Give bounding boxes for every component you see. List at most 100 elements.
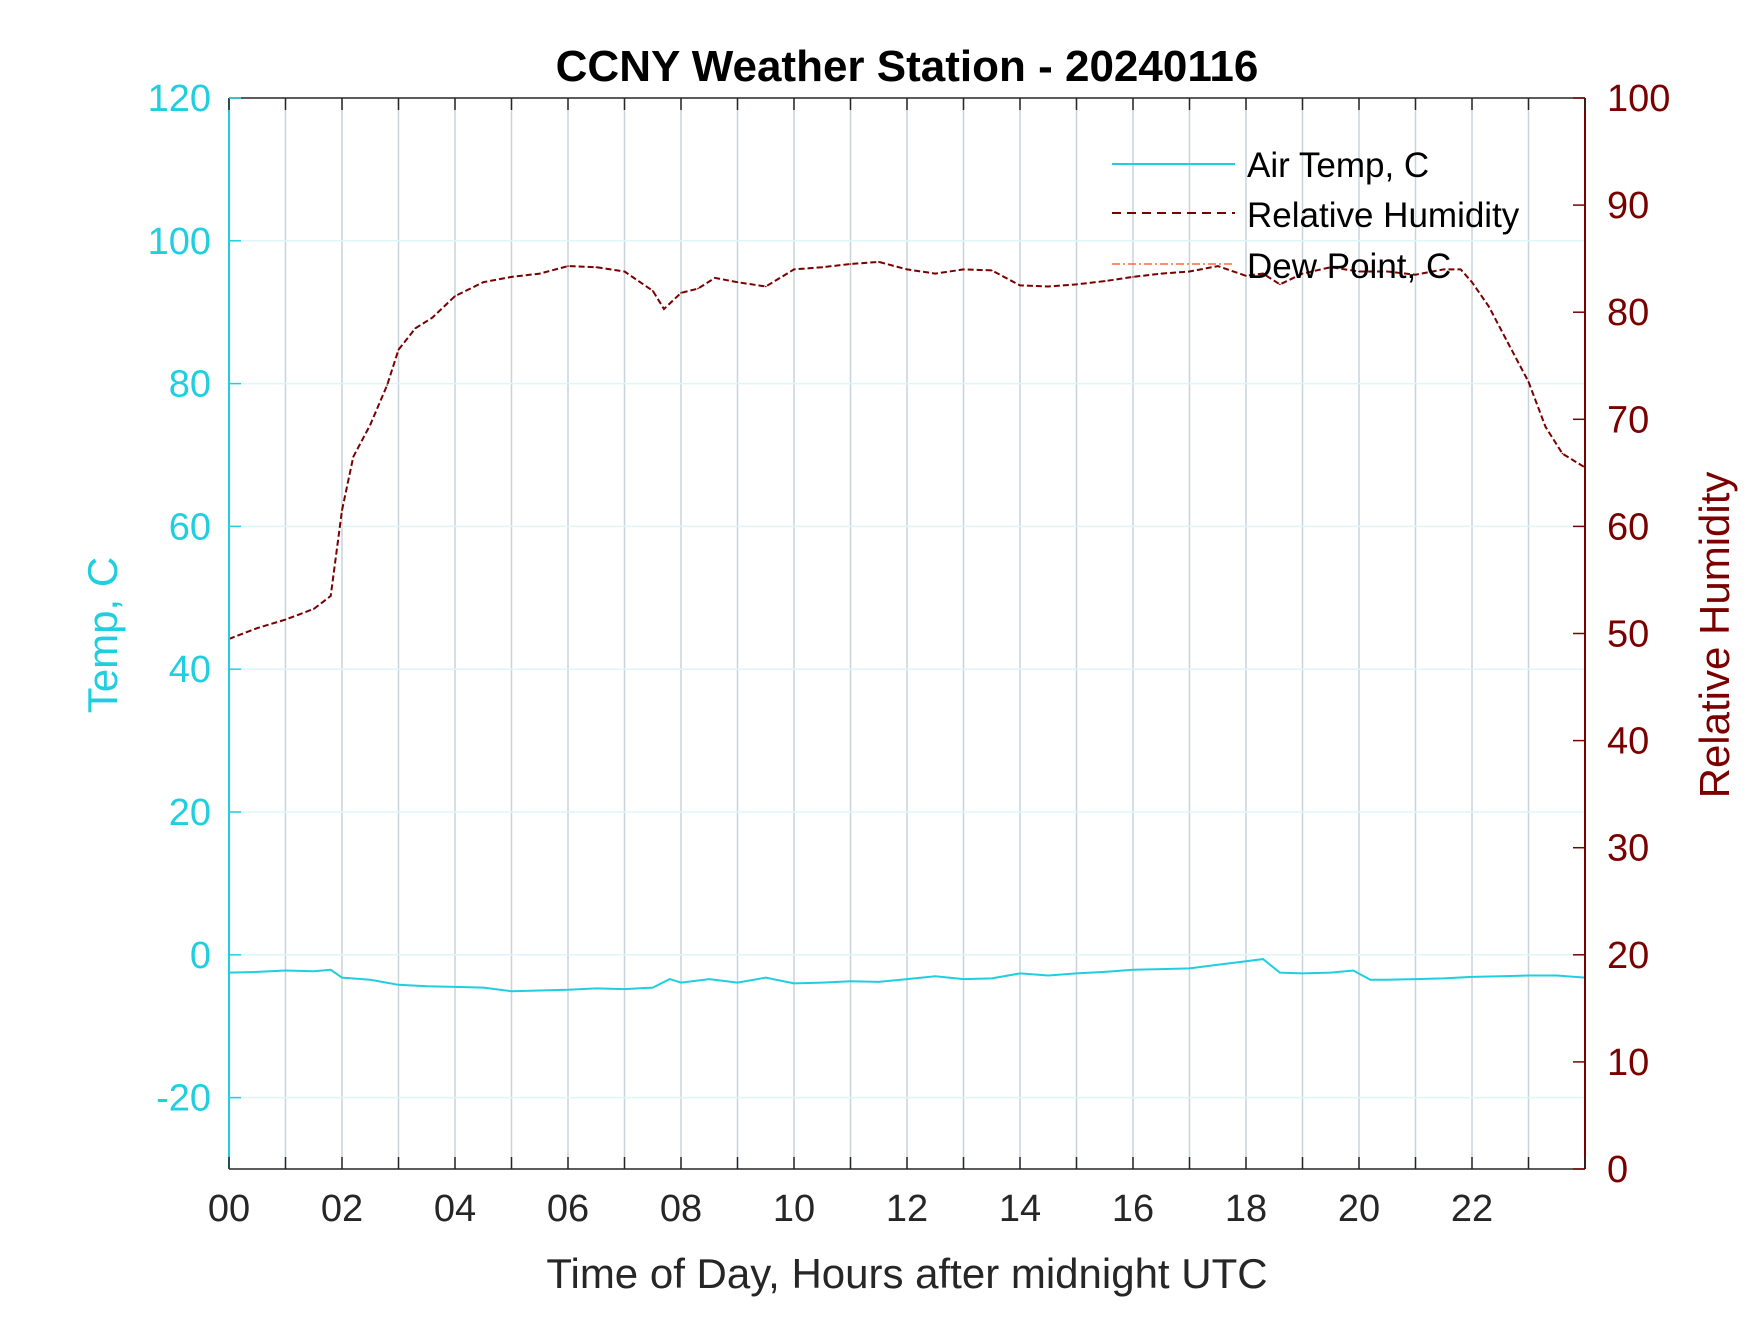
x-tick-label: 00	[208, 1188, 250, 1230]
y-right-tick-label: 40	[1607, 721, 1649, 763]
data-point	[736, 981, 739, 984]
data-point	[386, 384, 389, 386]
data-point	[652, 290, 654, 292]
data-point	[878, 981, 880, 983]
data-point	[1188, 270, 1191, 273]
data-point	[680, 292, 682, 294]
data-point	[1104, 280, 1106, 282]
data-point	[256, 971, 259, 973]
data-point	[1358, 270, 1360, 273]
data-point	[962, 268, 965, 271]
data-point	[369, 423, 372, 426]
data-point	[991, 269, 993, 272]
data-point	[397, 348, 400, 351]
data-point	[652, 986, 654, 989]
y-left-tick-label: 60	[169, 506, 211, 548]
data-point	[482, 986, 485, 989]
data-point	[1386, 979, 1389, 981]
data-point	[1488, 306, 1490, 308]
y-axis-right-label: Relative Humidity	[1691, 472, 1738, 799]
y-axis-left-label: Temp, C	[79, 557, 126, 713]
legend-label-relative-humidity: Relative Humidity	[1247, 196, 1520, 235]
data-point	[1217, 265, 1219, 267]
data-point	[397, 984, 400, 986]
data-point	[793, 982, 795, 985]
data-point	[793, 268, 795, 271]
data-point	[849, 980, 852, 982]
y-left-tick-label: -20	[156, 1078, 211, 1120]
data-point	[1443, 977, 1445, 980]
chart-title: CCNY Weather Station - 20240116	[556, 42, 1259, 91]
data-point	[426, 985, 428, 987]
data-point	[1459, 268, 1462, 271]
y-right-tick-label: 80	[1607, 292, 1649, 334]
data-point	[284, 969, 287, 972]
data-point	[1019, 284, 1021, 287]
data-point	[1301, 972, 1304, 975]
y-left-tick-label: 80	[169, 364, 211, 406]
y-right-tick-label: 60	[1607, 506, 1649, 548]
data-point	[1352, 969, 1355, 972]
x-tick-label: 06	[547, 1188, 589, 1230]
data-point	[1160, 968, 1163, 970]
y-right-tick-label: 100	[1607, 78, 1670, 120]
data-point	[1527, 974, 1530, 977]
y-right-tick-label: 90	[1607, 185, 1649, 227]
data-point	[1217, 964, 1219, 966]
data-point	[567, 265, 569, 267]
data-point	[1471, 976, 1473, 978]
data-point	[284, 618, 287, 621]
data-point	[1330, 971, 1332, 974]
y-right-tick-label: 10	[1607, 1042, 1649, 1084]
data-point	[663, 308, 665, 310]
y-right-tick-label: 70	[1607, 399, 1649, 441]
data-point	[414, 327, 417, 330]
data-point	[1499, 975, 1502, 977]
grid-lines	[229, 98, 1585, 1169]
legend: Air Temp, C Relative Humidity Dew Point,…	[1112, 146, 1520, 286]
series-lines	[228, 260, 1586, 993]
data-point	[765, 976, 767, 979]
x-tick-label: 10	[773, 1188, 815, 1230]
data-point	[1386, 270, 1389, 273]
data-point	[369, 979, 372, 981]
data-point	[736, 281, 739, 284]
data-point	[454, 295, 456, 297]
y-left-tick-label: 100	[148, 221, 211, 263]
data-point	[454, 986, 456, 988]
data-point	[1369, 979, 1372, 981]
data-point	[595, 987, 598, 990]
data-point	[821, 266, 824, 269]
data-point	[329, 969, 332, 971]
data-point	[1556, 974, 1558, 977]
data-point	[1132, 969, 1134, 971]
x-axis-label: Time of Day, Hours after midnight UTC	[546, 1250, 1267, 1297]
x-tick-label: 16	[1112, 1188, 1154, 1230]
x-tick-label: 20	[1338, 1188, 1380, 1230]
data-point	[1414, 978, 1417, 980]
data-point	[906, 978, 908, 980]
data-point	[1330, 266, 1332, 269]
data-point	[1561, 452, 1564, 455]
data-point	[510, 990, 513, 992]
x-tick-label: 04	[434, 1188, 476, 1230]
data-point	[1245, 275, 1247, 277]
data-point	[341, 509, 343, 512]
data-point	[668, 978, 671, 980]
data-point	[623, 270, 626, 273]
y-right-tick-label: 30	[1607, 828, 1649, 870]
data-point	[352, 456, 355, 458]
tick-labels: 00 02 04 06 08 10 12 14 16 18 20 22-200204060801001…	[148, 78, 1671, 1230]
data-point	[1262, 272, 1264, 275]
data-point	[510, 276, 513, 278]
y-right-tick-label: 20	[1607, 935, 1649, 977]
data-point	[708, 978, 711, 980]
data-point	[1527, 381, 1530, 383]
legend-label-air-temp: Air Temp, C	[1247, 146, 1429, 185]
data-point	[1160, 272, 1163, 275]
data-point	[1471, 281, 1473, 284]
y-left-tick-label: 120	[148, 78, 211, 120]
data-point	[1443, 268, 1445, 271]
x-tick-label: 22	[1451, 1188, 1493, 1230]
data-point	[1505, 338, 1507, 340]
